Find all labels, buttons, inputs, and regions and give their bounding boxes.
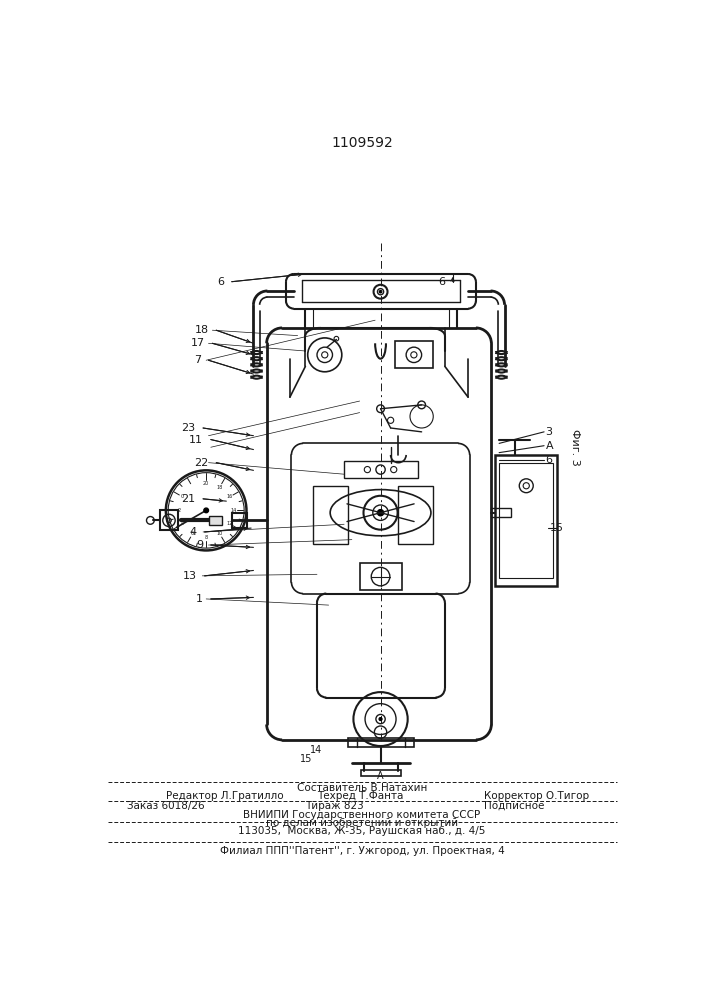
Text: 10: 10: [216, 531, 223, 536]
Text: 6: 6: [546, 455, 553, 465]
Bar: [348, 738, 414, 747]
Text: 13: 13: [183, 571, 197, 581]
Bar: [344, 461, 418, 478]
Text: ВНИИПИ Государственного комитета СССР: ВНИИПИ Государственного комитета СССР: [243, 810, 481, 820]
Text: 11: 11: [189, 435, 203, 445]
Text: 17: 17: [190, 338, 204, 348]
Text: 12: 12: [226, 521, 233, 526]
Bar: [232, 513, 247, 528]
Text: Подписное: Подписное: [484, 801, 544, 811]
Text: 22: 22: [194, 458, 209, 468]
Text: 113035,  Москва, Ж-35, Раушская наб., д. 4/5: 113035, Москва, Ж-35, Раушская наб., д. …: [238, 826, 486, 836]
Text: по делам изобретений и открытий: по делам изобретений и открытий: [266, 818, 458, 828]
Text: A: A: [546, 441, 554, 451]
Text: 2: 2: [177, 508, 180, 513]
Bar: [313, 486, 348, 544]
Text: 6: 6: [191, 531, 194, 536]
Text: 6: 6: [217, 277, 224, 287]
Text: 1: 1: [196, 594, 203, 604]
Text: Корректор О.Тигор: Корректор О.Тигор: [484, 791, 589, 801]
Text: 6: 6: [438, 277, 445, 287]
Bar: [361, 770, 401, 776]
Text: Составитель В.Натахин: Составитель В.Натахин: [297, 783, 427, 793]
Text: 1109592: 1109592: [331, 136, 393, 150]
Text: 18: 18: [194, 325, 209, 335]
Text: 9: 9: [196, 540, 203, 550]
Text: 4: 4: [181, 521, 185, 526]
Bar: [495, 455, 557, 586]
Bar: [499, 463, 554, 578]
Text: 8: 8: [204, 535, 208, 540]
Text: 4: 4: [189, 527, 197, 537]
Text: 16: 16: [226, 494, 233, 499]
Circle shape: [380, 291, 382, 293]
Text: Филиал ППП''Патент'', г. Ужгород, ул. Проектная, 4: Филиал ППП''Патент'', г. Ужгород, ул. Пр…: [220, 846, 504, 856]
Text: 7: 7: [194, 355, 201, 365]
Text: 23: 23: [181, 423, 195, 433]
Bar: [491, 508, 510, 517]
Text: Тираж 823: Тираж 823: [305, 801, 364, 811]
Circle shape: [379, 718, 382, 721]
Bar: [160, 510, 177, 530]
Text: Фиг. 3: Фиг. 3: [571, 429, 580, 466]
Text: 15: 15: [549, 523, 563, 533]
Text: 14: 14: [230, 508, 236, 513]
Text: Редактор Л.Гратилло: Редактор Л.Гратилло: [166, 791, 284, 801]
Bar: [398, 486, 433, 544]
Text: 0: 0: [181, 494, 185, 499]
Circle shape: [378, 510, 384, 516]
Text: 3: 3: [546, 427, 553, 437]
Text: 20: 20: [203, 481, 209, 486]
Text: A: A: [378, 771, 384, 781]
Text: Заказ 6018/26: Заказ 6018/26: [127, 801, 205, 811]
Text: 15: 15: [300, 754, 312, 764]
Bar: [209, 516, 223, 525]
Text: 18: 18: [216, 485, 223, 490]
Bar: [360, 563, 402, 590]
Text: 21: 21: [181, 494, 195, 504]
Text: 14: 14: [310, 745, 322, 755]
Circle shape: [204, 508, 209, 513]
Text: Техред Т.Фанта: Техред Т.Фанта: [317, 791, 404, 801]
Bar: [395, 341, 433, 368]
